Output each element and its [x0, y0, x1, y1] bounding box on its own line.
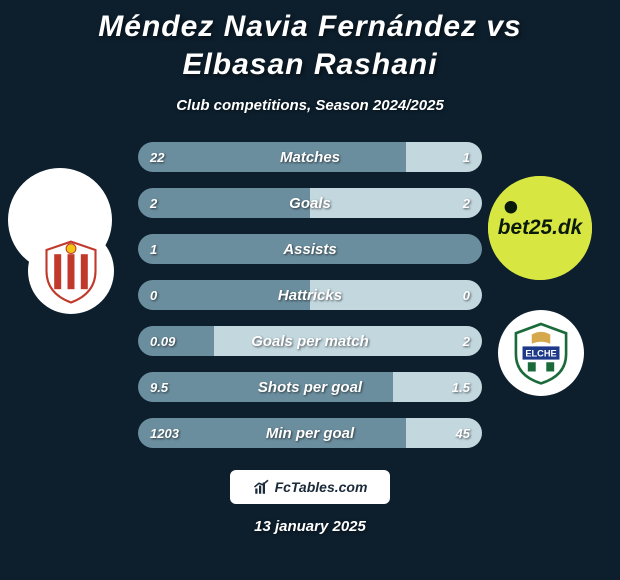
stat-value-left: 1: [138, 242, 169, 257]
stat-value-left: 0.09: [138, 334, 187, 349]
sporting-gijon-icon: [36, 236, 106, 306]
stat-bar-left: 9.5: [138, 372, 393, 402]
fctables-badge[interactable]: FcTables.com: [230, 470, 390, 504]
fctables-label: FcTables.com: [275, 479, 368, 495]
stat-value-left: 22: [138, 150, 176, 165]
stat-value-left: 0: [138, 288, 169, 303]
subtitle: Club competitions, Season 2024/2025: [0, 97, 620, 114]
stat-value-right: 0: [451, 288, 482, 303]
stat-bar: 221Matches: [138, 142, 482, 172]
stat-bar: 0.092Goals per match: [138, 326, 482, 356]
stat-bar-left: 0.09: [138, 326, 214, 356]
stat-value-left: 1203: [138, 426, 191, 441]
stat-bar-right: 45: [406, 418, 482, 448]
club-left-crest: [28, 228, 114, 314]
stat-bar: 22Goals: [138, 188, 482, 218]
stat-bar: 00Hattricks: [138, 280, 482, 310]
stat-value-right: 1: [451, 150, 482, 165]
stat-bar-left: 2: [138, 188, 310, 218]
svg-text:ELCHE: ELCHE: [525, 348, 556, 358]
page-title: Méndez Navia Fernández vs Elbasan Rashan…: [0, 0, 620, 83]
stat-bar: 1Assists: [138, 234, 482, 264]
elche-icon: ELCHE: [508, 320, 574, 386]
stat-value-right: 1.5: [440, 380, 482, 395]
stat-bar-right: 1.5: [393, 372, 482, 402]
stat-bar-left: 1: [138, 234, 482, 264]
stat-value-left: 9.5: [138, 380, 180, 395]
player-right-avatar: bet25.dk: [488, 176, 592, 280]
stat-bar-left: 1203: [138, 418, 406, 448]
stat-bar: 120345Min per goal: [138, 418, 482, 448]
stat-bar: 9.51.5Shots per goal: [138, 372, 482, 402]
stat-value-right: 2: [451, 334, 482, 349]
chart-icon: [253, 478, 271, 496]
stat-value-left: 2: [138, 196, 169, 211]
stat-bar-right: 0: [310, 280, 482, 310]
stat-bar-right: 2: [214, 326, 482, 356]
date-text: 13 january 2025: [0, 518, 620, 535]
stat-bar-left: 22: [138, 142, 406, 172]
stat-bar-right: 1: [406, 142, 482, 172]
stat-value-right: 2: [451, 196, 482, 211]
club-right-crest: ELCHE: [498, 310, 584, 396]
stat-bar-left: 0: [138, 280, 310, 310]
stat-value-right: 45: [444, 426, 482, 441]
bet25-icon: bet25.dk: [488, 176, 592, 280]
svg-text:bet25.dk: bet25.dk: [498, 216, 584, 239]
stat-bar-right: 2: [310, 188, 482, 218]
